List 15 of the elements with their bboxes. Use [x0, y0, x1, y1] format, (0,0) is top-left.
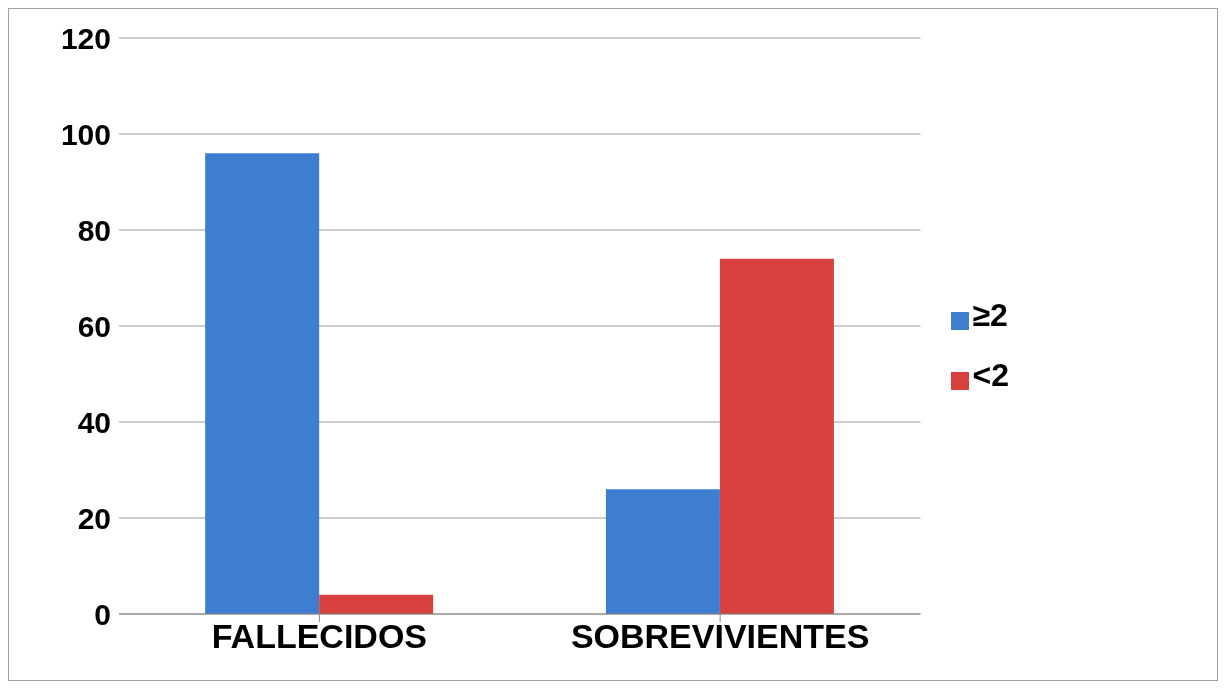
x-tick-label: SOBREVIVIENTES	[570, 617, 870, 656]
bar	[719, 258, 834, 614]
bar	[319, 594, 434, 614]
y-tick-label: 100	[60, 117, 111, 151]
y-tick-label: 120	[60, 21, 111, 55]
y-tick-label: 80	[77, 213, 111, 247]
bar	[605, 489, 720, 614]
bar	[205, 153, 320, 614]
y-tick-label: 0	[94, 597, 111, 631]
legend-label: <2	[972, 356, 1009, 393]
y-tick-label: 60	[77, 309, 111, 343]
x-tick-label: FALLECIDOS	[211, 617, 428, 656]
legend-label: ≥2	[972, 296, 1008, 333]
y-tick-label: 40	[77, 405, 111, 439]
y-tick-label: 20	[77, 501, 111, 535]
